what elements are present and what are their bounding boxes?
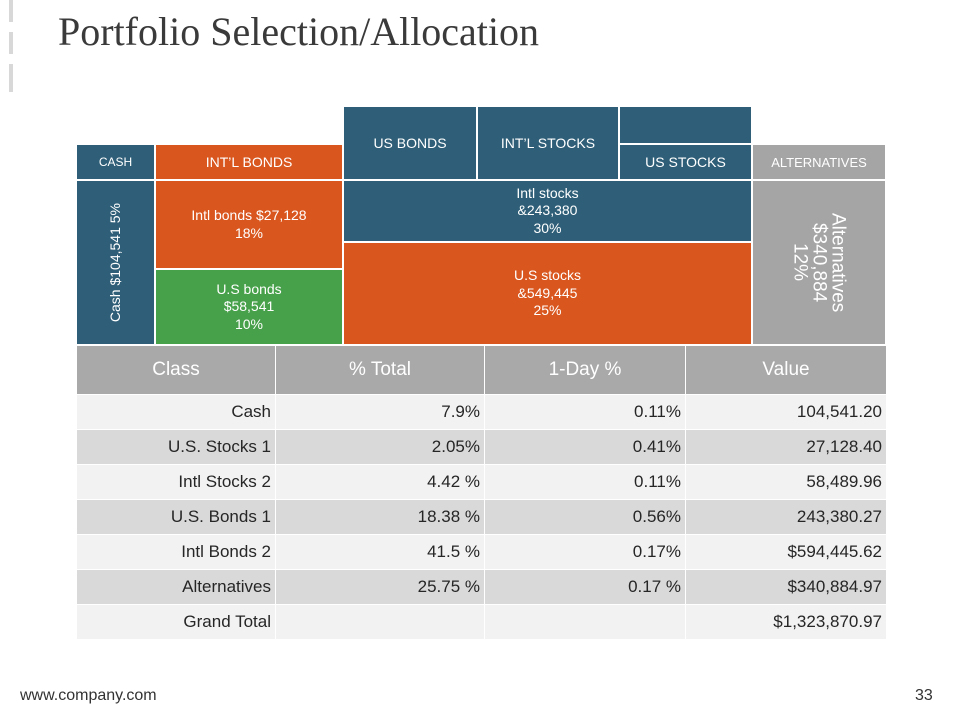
- table-row: Intl Bonds 2 41.5 % 0.17% $594,445.62: [76, 534, 887, 570]
- page-title: Portfolio Selection/Allocation: [58, 9, 540, 54]
- header-alternatives-label: ALTERNATIVES: [771, 154, 867, 170]
- alternatives-text: Alternatives $340,884 12%: [789, 212, 849, 313]
- us-bonds-cell: U.S bonds $58,541 10%: [155, 269, 343, 345]
- cell-percent-total: 25.75 %: [275, 569, 485, 605]
- table-header-row: Class % Total 1-Day % Value: [76, 345, 887, 395]
- us-bonds-value: $58,541: [223, 298, 275, 315]
- page-number: 33: [915, 687, 933, 704]
- table-row: U.S. Stocks 1 2.05% 0.41% 27,128.40: [76, 429, 887, 465]
- us-stocks-percent: 25%: [533, 302, 562, 319]
- cell-percent-total: 4.42 %: [275, 464, 485, 500]
- intl-bonds-value: Intl bonds $27,128: [191, 207, 307, 223]
- header-us-bonds-label: US BONDS: [373, 135, 447, 151]
- cell-value: $340,884.97: [685, 569, 887, 605]
- cell-class: Intl Bonds 2: [76, 534, 276, 570]
- allocation-table: Class % Total 1-Day % Value Cash 7.9% 0.…: [76, 345, 887, 640]
- us-stocks-value: &549,445: [517, 284, 578, 301]
- cell-one-day: 0.17%: [484, 534, 686, 570]
- cell-percent-total: [275, 604, 485, 640]
- table-row: Cash 7.9% 0.11% 104,541.20: [76, 394, 887, 430]
- decorative-bar-middle: [9, 32, 13, 54]
- us-stocks-cell: U.S stocks &549,445 25%: [343, 242, 752, 345]
- us-bonds-percent: 10%: [234, 315, 264, 332]
- header-us-bonds: US BONDS: [343, 106, 477, 180]
- header-intl-stocks-label: INT’L STOCKS: [500, 135, 596, 151]
- header-cash-label: CASH: [98, 155, 133, 169]
- cell-class: U.S. Stocks 1: [76, 429, 276, 465]
- alternatives-percent: 12%: [789, 243, 811, 282]
- header-cash: CASH: [76, 144, 155, 180]
- alternatives-name: Alternatives: [827, 212, 849, 313]
- cell-value: 243,380.27: [685, 499, 887, 535]
- column-header-one-day: 1-Day %: [484, 345, 686, 395]
- us-bonds-name: U.S bonds: [216, 280, 282, 297]
- cash-cell-label: Cash $104,541 5%: [106, 202, 123, 323]
- cell-one-day: 0.11%: [484, 394, 686, 430]
- cell-class: Intl Stocks 2: [76, 464, 276, 500]
- cell-value: 58,489.96: [685, 464, 887, 500]
- table-row: Intl Stocks 2 4.42 % 0.11% 58,489.96: [76, 464, 887, 500]
- cash-cell: Cash $104,541 5%: [76, 180, 155, 345]
- cell-value: $594,445.62: [685, 534, 887, 570]
- column-header-percent-total: % Total: [275, 345, 485, 395]
- footer-url[interactable]: www.company.com: [20, 687, 157, 704]
- us-stocks-name: U.S stocks: [514, 267, 581, 284]
- table-row: Alternatives 25.75 % 0.17 % $340,884.97: [76, 569, 887, 605]
- table-row-grand-total: Grand Total $1,323,870.97: [76, 604, 887, 640]
- cell-class: Alternatives: [76, 569, 276, 605]
- cell-value: 104,541.20: [685, 394, 887, 430]
- header-us-stocks-label: US STOCKS: [645, 154, 726, 170]
- cell-percent-total: 18.38 %: [275, 499, 485, 535]
- cell-percent-total: 41.5 %: [275, 534, 485, 570]
- intl-bonds-cell: Intl bonds $27,128 18%: [155, 180, 343, 269]
- cell-value: $1,323,870.97: [685, 604, 887, 640]
- intl-stocks-value: &243,380: [517, 202, 578, 219]
- cell-value: 27,128.40: [685, 429, 887, 465]
- header-intl-stocks: INT’L STOCKS: [477, 106, 619, 180]
- intl-stocks-cell: Intl stocks &243,380 30%: [343, 180, 752, 242]
- decorative-bar-bottom: [9, 64, 13, 92]
- cell-one-day: 0.11%: [484, 464, 686, 500]
- column-header-class: Class: [76, 345, 276, 395]
- alternatives-value: $340,884: [808, 222, 830, 303]
- header-alternatives: ALTERNATIVES: [752, 144, 886, 180]
- header-intl-bonds: INT’L BONDS: [155, 144, 343, 180]
- cell-class: U.S. Bonds 1: [76, 499, 276, 535]
- intl-stocks-name: Intl stocks: [516, 184, 579, 201]
- decorative-bar-top: [9, 0, 13, 22]
- cell-one-day: [484, 604, 686, 640]
- header-empty-block: [619, 106, 752, 144]
- cell-one-day: 0.56%: [484, 499, 686, 535]
- cell-class: Grand Total: [76, 604, 276, 640]
- header-us-stocks: US STOCKS: [619, 144, 752, 180]
- cell-class: Cash: [76, 394, 276, 430]
- cell-percent-total: 7.9%: [275, 394, 485, 430]
- column-header-value: Value: [685, 345, 887, 395]
- cell-one-day: 0.41%: [484, 429, 686, 465]
- cell-one-day: 0.17 %: [484, 569, 686, 605]
- alternatives-cell: Alternatives $340,884 12%: [752, 180, 886, 345]
- table-row: U.S. Bonds 1 18.38 % 0.56% 243,380.27: [76, 499, 887, 535]
- intl-bonds-percent: 18%: [234, 224, 264, 241]
- cell-percent-total: 2.05%: [275, 429, 485, 465]
- header-intl-bonds-label: INT’L BONDS: [205, 154, 293, 170]
- intl-stocks-percent: 30%: [533, 219, 562, 236]
